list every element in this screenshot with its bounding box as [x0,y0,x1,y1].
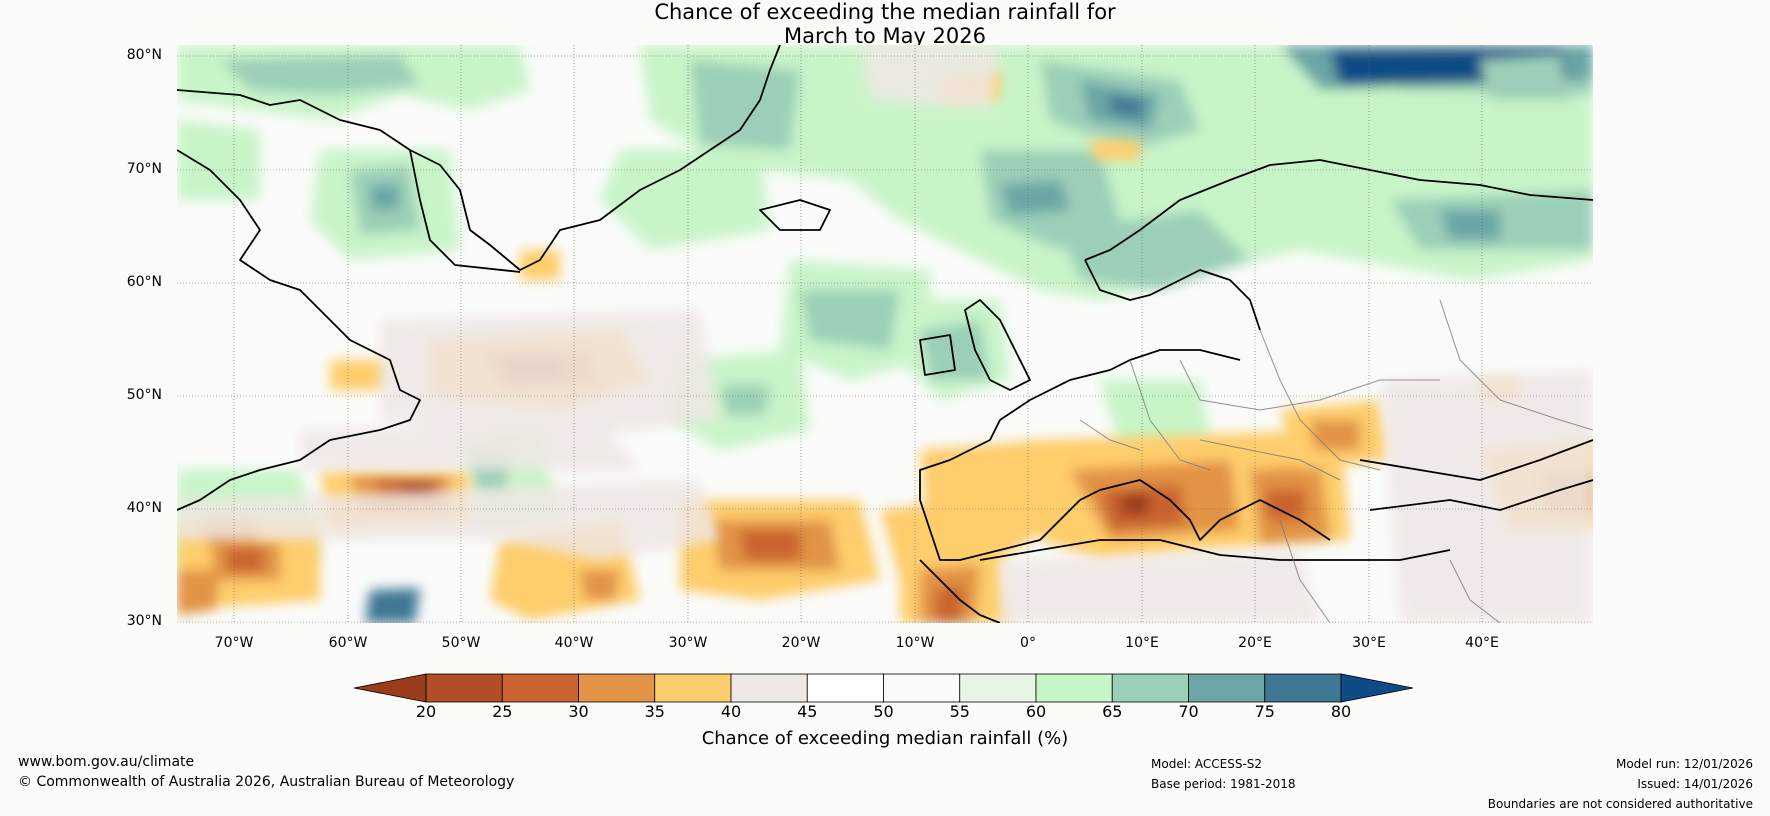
black-sea-coast [1359,439,1593,481]
north-america-coast [177,149,421,511]
footer-model-run: Model run: 12/01/2026 [1615,757,1753,771]
ireland-coast [919,334,956,376]
mediterranean-north-coast [919,399,1331,561]
coastlines [177,45,1593,623]
longitude-label: 40°E [1465,635,1499,651]
colorbar-segment [1111,673,1189,703]
wet-anomaly-regions [177,45,1593,623]
country-borders [1079,299,1593,623]
colorbar-segment [654,673,732,703]
longitude-label: 10°W [895,635,935,651]
longitude-label: 0° [1020,635,1036,651]
colorbar-segment [959,673,1037,703]
footer-model: Model: ACCESS-S2 [1151,757,1263,771]
colorbar-tick-label: 30 [568,702,589,721]
north-africa-coast [979,539,1451,561]
colorbar-tick-label: 45 [797,702,818,721]
latitude-label: 40°N [126,500,162,516]
colorbar-tick-label: 60 [1025,702,1047,721]
colorbar-title: Chance of exceeding median rainfall (%) [701,728,1069,749]
footer-url[interactable]: www.bom.gov.au/climate [18,754,195,770]
colorbar-tick-label: 40 [720,702,742,721]
turkey-coast [1369,479,1593,511]
longitude-label: 30°W [668,635,708,651]
longitude-label: 60°W [328,635,368,651]
longitude-label: 20°E [1238,635,1272,651]
footer-base-period: Base period: 1981-2018 [1151,777,1296,791]
footer-disclaimer: Boundaries are not considered authoritat… [1487,797,1753,811]
latitude-label: 60°N [126,274,162,290]
longitude-label: 40°W [554,635,594,651]
colorbar-tick-label: 75 [1254,702,1275,721]
colorbar-tick-label: 20 [415,702,437,721]
colorbar-tick-label: 35 [644,702,665,721]
longitude-label: 70°W [214,635,254,651]
colorbar-tick-label: 70 [1178,702,1199,721]
colorbar-tick-label: 50 [873,702,894,721]
colorbar-extend-low [353,673,427,703]
iceland-coast [759,199,831,231]
colorbar-tick-label: 80 [1330,702,1352,721]
morocco-coast [919,559,1001,623]
map-graticule [177,45,1593,623]
colorbar-segment [806,673,884,703]
footer-copyright: © Commonwealth of Australia 2026, Austra… [18,774,515,790]
latitude-label: 70°N [126,161,162,177]
greenland-southwest-coast [409,149,521,273]
longitude-label: 50°W [441,635,481,651]
scandinavia-south-coast [1084,259,1261,331]
longitude-label: 10°E [1125,635,1159,651]
colorbar [353,673,1414,703]
colorbar-segment [1035,673,1113,703]
colorbar-tick-label: 25 [492,702,513,721]
colorbar-segment [730,673,808,703]
greenland-coast [177,45,781,271]
latitude-label: 30°N [126,613,162,629]
footer-issued: Issued: 14/01/2026 [1637,777,1753,791]
map-title-line2: March to May 2026 [784,24,986,48]
colorbar-segment [883,673,961,703]
colorbar-segment [1264,673,1342,703]
longitude-label: 20°W [781,635,821,651]
near-median-regions [177,45,1593,623]
colorbar-segment [425,673,503,703]
great-britain-coast [964,299,1031,391]
colorbar-extend-high [1340,673,1414,703]
map-title-line1: Chance of exceeding the median rainfall … [654,0,1116,24]
colorbar-tick-label: 65 [1102,702,1123,721]
latitude-label: 80°N [126,47,162,63]
colorbar-segment [578,673,656,703]
latitude-label: 50°N [126,387,162,403]
longitude-label: 30°E [1352,635,1386,651]
map-title: Chance of exceeding the median rainfall … [0,0,1770,48]
colorbar-segment [1188,673,1266,703]
colorbar-segment [501,673,579,703]
scandinavia-north-coast [1084,159,1593,261]
colorbar-tick-label: 55 [949,702,970,721]
